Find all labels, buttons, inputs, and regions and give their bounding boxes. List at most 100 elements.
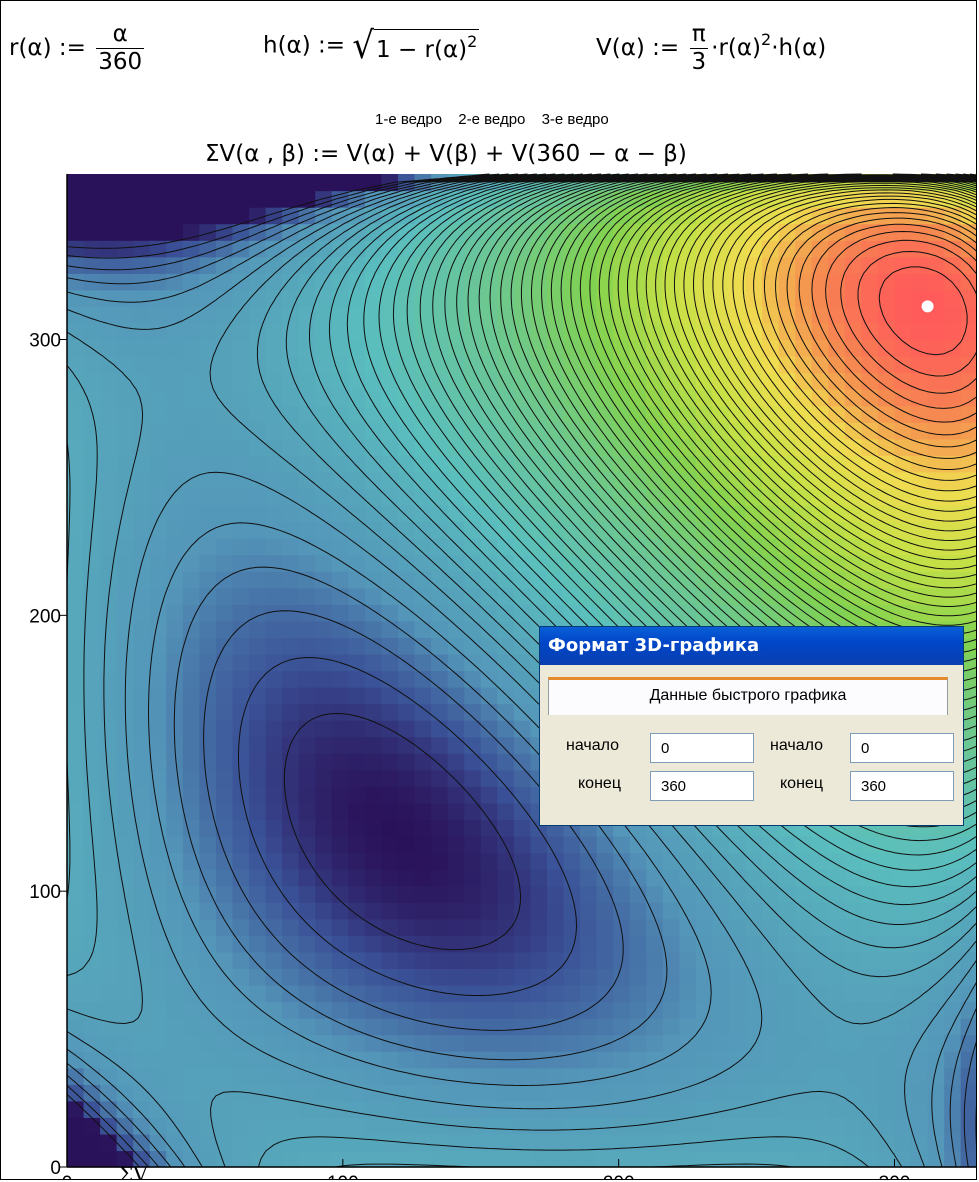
contour-cell — [182, 1001, 200, 1019]
contour-cell — [381, 1100, 399, 1118]
contour-cell — [364, 869, 383, 887]
contour-cell — [298, 852, 316, 870]
contour-cell — [364, 1034, 383, 1052]
contour-cell — [828, 455, 846, 473]
contour-cell — [149, 223, 167, 241]
contour-cell — [563, 968, 581, 986]
contour-cell — [580, 571, 598, 589]
formula-sum[interactable]: ΣV(α , β) := V(α) + V(β) + V(360 − α − β… — [205, 141, 687, 167]
contour-cell — [513, 538, 531, 556]
contour-cell — [133, 223, 151, 241]
contour-cell — [795, 554, 813, 572]
contour-cell — [265, 819, 283, 837]
contour-cell — [712, 951, 730, 969]
contour-cell — [83, 968, 101, 986]
contour-cell — [133, 471, 151, 490]
contour-cell — [149, 488, 167, 506]
contour-cell — [133, 356, 151, 374]
contour-cell — [249, 604, 267, 622]
contour-cell — [596, 604, 614, 622]
contour-cell — [828, 1133, 846, 1152]
contour-cell — [414, 1034, 432, 1052]
contour-cell — [646, 273, 664, 291]
contour-cell — [83, 306, 101, 324]
contour-cell — [613, 869, 631, 887]
contour-cell — [133, 306, 151, 324]
contour-cell — [497, 885, 515, 903]
contour-cell — [133, 273, 151, 291]
x-end-input[interactable]: 360 — [650, 771, 754, 801]
contour-cell — [298, 389, 316, 407]
formula-v[interactable]: V(α) := π 3 ·r(α)2·h(α) — [596, 23, 826, 74]
tab-quick-plot-data[interactable]: Данные быстрого графика — [548, 677, 948, 715]
contour-cell — [215, 736, 234, 754]
contour-cell — [282, 885, 300, 903]
contour-cell — [282, 389, 300, 407]
contour-cell — [67, 422, 85, 440]
contour-cell — [182, 1150, 200, 1168]
contour-cell — [877, 1001, 896, 1019]
x-start-input[interactable]: 0 — [650, 733, 754, 763]
contour-cell — [431, 538, 449, 556]
contour-cell — [83, 322, 101, 341]
contour-cell — [116, 306, 134, 324]
contour-cell — [877, 1051, 896, 1069]
contour-cell — [414, 389, 432, 407]
dialog-title[interactable]: Формат 3D-графика — [540, 627, 963, 665]
contour-cell — [480, 984, 498, 1003]
contour-cell — [133, 339, 151, 357]
contour-cell — [199, 670, 217, 688]
contour-cell — [116, 869, 134, 887]
contour-cell — [182, 935, 200, 953]
contour-cell — [215, 885, 234, 903]
contour-cell — [679, 356, 697, 374]
contour-cell — [348, 571, 366, 589]
contour-cell — [67, 1150, 85, 1168]
contour-cell — [116, 174, 134, 192]
contour-cell — [133, 1051, 151, 1069]
contour-cell — [762, 438, 780, 456]
contour-cell — [298, 935, 316, 953]
contour-cell — [331, 1150, 349, 1168]
contour-cell — [613, 1051, 631, 1069]
contour-cell — [762, 488, 780, 506]
contour-cell — [629, 587, 647, 605]
contour-cell — [298, 984, 316, 1003]
contour-cell — [331, 389, 349, 407]
contour-cell — [513, 802, 531, 821]
contour-cell — [282, 571, 300, 589]
y-start-input[interactable]: 0 — [850, 733, 954, 763]
y-end-input[interactable]: 360 — [850, 771, 954, 801]
contour-cell — [199, 223, 217, 241]
contour-cell — [762, 455, 780, 473]
contour-cell — [414, 538, 432, 556]
contour-cell — [331, 554, 349, 572]
contour-cell — [828, 289, 846, 307]
contour-cell — [629, 1133, 647, 1152]
contour-cell — [282, 488, 300, 506]
contour-cell — [861, 836, 879, 854]
contour-cell — [447, 405, 465, 423]
contour-cell — [662, 1100, 680, 1118]
contour-cell — [100, 968, 118, 986]
contour-cell — [861, 372, 879, 390]
contour-cell — [199, 422, 217, 440]
contour-cell — [944, 968, 962, 986]
contour-cell — [398, 902, 416, 920]
contour-cell — [133, 207, 151, 225]
contour-cell — [464, 653, 482, 672]
contour-cell — [513, 1034, 531, 1052]
formula-r[interactable]: r(α) := α 360 — [9, 23, 147, 74]
contour-cell — [265, 604, 283, 622]
contour-cell — [613, 935, 631, 953]
contour-cell — [67, 405, 85, 423]
contour-cell — [695, 455, 714, 473]
contour-cell — [927, 273, 945, 291]
contour-cell — [911, 1018, 929, 1036]
contour-cell — [646, 538, 664, 556]
formula-h[interactable]: h(α) := √1 − r(α)2 — [263, 27, 480, 65]
format-3d-dialog[interactable]: Формат 3D-графика Данные быстрого график… — [539, 626, 964, 826]
contour-cell — [83, 653, 101, 672]
contour-cell — [480, 604, 498, 622]
